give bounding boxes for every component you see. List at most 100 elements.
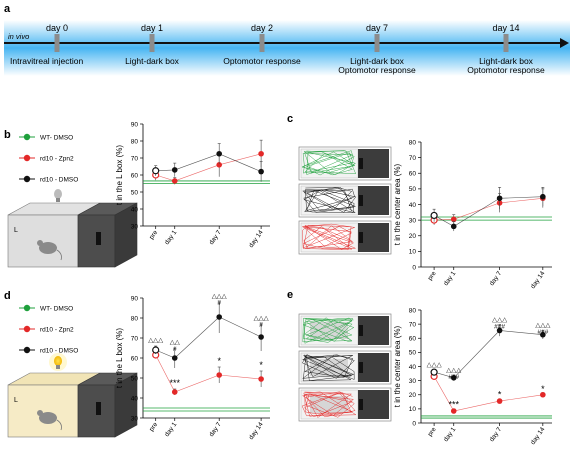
data-point bbox=[216, 314, 222, 320]
y-tick-label: 80 bbox=[409, 307, 417, 314]
y-tick-label: 80 bbox=[409, 139, 417, 146]
x-tick-label: pre bbox=[427, 426, 438, 438]
legend-label: WT- DMSO bbox=[40, 134, 73, 141]
timeline-day-label: day 14 bbox=[492, 23, 519, 33]
arena-door bbox=[359, 399, 363, 410]
y-tick-label: 90 bbox=[131, 121, 139, 128]
significance-mark: △△△ bbox=[492, 316, 508, 323]
panel-label-d: d bbox=[4, 290, 11, 302]
y-tick-label: 50 bbox=[131, 375, 139, 382]
arena-door bbox=[359, 195, 363, 206]
box-light-label: L bbox=[14, 397, 18, 404]
y-tick-label: 50 bbox=[409, 350, 417, 357]
significance-mark: △△△ bbox=[446, 367, 462, 374]
significance-mark: *** bbox=[169, 378, 180, 388]
y-tick-label: 80 bbox=[131, 138, 139, 145]
data-point bbox=[431, 212, 437, 218]
legend-marker bbox=[24, 134, 30, 140]
timeline-tick bbox=[375, 34, 380, 52]
data-point bbox=[258, 376, 264, 382]
chart-e: 01020304050607080t in the center area (%… bbox=[393, 307, 552, 446]
data-point bbox=[216, 151, 222, 157]
y-tick-label: 70 bbox=[409, 321, 417, 328]
x-tick-label: day 1 bbox=[164, 229, 179, 246]
y-tick-label: 50 bbox=[409, 186, 417, 193]
series-line bbox=[156, 317, 261, 358]
legend-marker bbox=[24, 326, 30, 332]
significance-mark: * bbox=[217, 356, 221, 366]
panel-label-e: e bbox=[287, 289, 293, 301]
data-point bbox=[172, 389, 178, 395]
data-point bbox=[451, 224, 457, 230]
timeline-day-label: day 0 bbox=[46, 23, 68, 33]
x-tick-label: day 1 bbox=[443, 426, 458, 443]
data-point bbox=[216, 372, 222, 378]
y-tick-label: 20 bbox=[409, 233, 417, 240]
series-line bbox=[434, 197, 543, 227]
y-tick-label: 70 bbox=[131, 155, 139, 162]
timeline-activity-label: Optomotor response bbox=[223, 56, 301, 66]
significance-mark: △△△ bbox=[148, 337, 164, 344]
data-point bbox=[431, 369, 437, 375]
chart-c: 01020304050607080t in the center area (%… bbox=[393, 139, 552, 290]
y-axis-label: t in the L box (%) bbox=[115, 145, 124, 206]
legend-label: rd10 - Zpn2 bbox=[40, 326, 74, 333]
significance-mark: * bbox=[498, 390, 502, 400]
significance-mark: △△△ bbox=[212, 293, 228, 300]
arena-door bbox=[359, 325, 363, 336]
significance-mark: # bbox=[259, 322, 263, 329]
light-bulb-icon bbox=[49, 353, 67, 371]
timeline-activity-label: Light-dark box bbox=[125, 56, 180, 66]
x-tick-label: pre bbox=[148, 421, 159, 433]
significance-mark: △△△ bbox=[427, 362, 443, 369]
panel-label-a: a bbox=[4, 3, 11, 15]
legend-marker bbox=[24, 347, 30, 353]
y-tick-label: 0 bbox=[412, 264, 416, 271]
data-point bbox=[258, 151, 264, 157]
data-point bbox=[153, 168, 159, 174]
data-point bbox=[172, 178, 178, 184]
x-tick-label: day 14 bbox=[248, 229, 265, 249]
y-tick-label: 60 bbox=[131, 172, 139, 179]
significance-mark: *** bbox=[448, 399, 459, 409]
y-tick-label: 10 bbox=[409, 249, 417, 256]
x-tick-label: pre bbox=[148, 229, 159, 241]
significance-mark: ### bbox=[448, 374, 459, 381]
y-tick-label: 60 bbox=[131, 355, 139, 362]
timeline-tick bbox=[504, 34, 509, 52]
legend-d: WT- DMSO rd10 - Zpn2 rd10 - DMSO bbox=[19, 305, 78, 355]
panel-label-b: b bbox=[4, 129, 11, 141]
x-tick-label: pre bbox=[427, 270, 438, 282]
significance-mark: ### bbox=[537, 329, 548, 336]
timeline-tick bbox=[150, 34, 155, 52]
y-tick-label: 30 bbox=[409, 378, 417, 385]
significance-mark: # bbox=[217, 300, 221, 307]
timeline: in vivo day 0 Intravitreal injection day 1… bbox=[4, 20, 570, 76]
arena-door bbox=[359, 158, 363, 169]
box-light-label: L bbox=[14, 227, 18, 234]
arena-traces-e bbox=[299, 314, 391, 421]
y-tick-label: 20 bbox=[409, 392, 417, 399]
y-tick-label: 30 bbox=[131, 415, 139, 422]
chart-d: 30 40 50 60 70 80 90 t in the L box (%) pre day 1… bbox=[115, 293, 270, 441]
timeline-context-label: in vivo bbox=[8, 32, 29, 41]
y-tick-label: 60 bbox=[409, 336, 417, 343]
x-tick-label: day 1 bbox=[164, 421, 179, 438]
data-point bbox=[153, 347, 159, 353]
y-tick-label: 30 bbox=[131, 223, 139, 230]
y-tick-label: 0 bbox=[412, 420, 416, 427]
data-point bbox=[540, 194, 546, 200]
y-axis-label: t in the L box (%) bbox=[115, 328, 124, 389]
x-tick-label: day 14 bbox=[530, 270, 547, 290]
arena-door bbox=[359, 232, 363, 243]
y-tick-label: 60 bbox=[409, 171, 417, 178]
significance-mark: △△ bbox=[170, 339, 181, 346]
x-tick-label: day 7 bbox=[208, 229, 223, 246]
timeline-day-label: day 7 bbox=[366, 23, 388, 33]
y-tick-label: 40 bbox=[131, 395, 139, 402]
y-tick-label: 50 bbox=[131, 189, 139, 196]
legend-marker bbox=[24, 155, 30, 161]
y-tick-label: 80 bbox=[131, 315, 139, 322]
timeline-activity-label: Intravitreal injection bbox=[10, 56, 84, 66]
